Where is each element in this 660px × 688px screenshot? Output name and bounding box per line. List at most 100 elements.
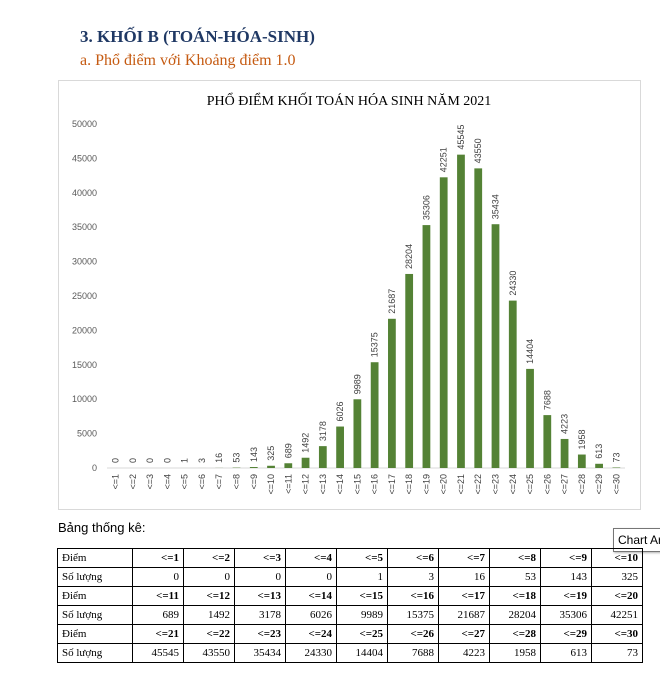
bar[interactable] [508,300,517,468]
x-tick-label: <=7 [214,474,224,490]
x-tick-label: <=11 [283,474,293,494]
table-cell-score: <=7 [438,548,490,568]
bar[interactable] [491,224,500,468]
bar[interactable] [422,225,431,468]
x-tick-label: <=24 [508,474,518,495]
y-tick-label: 5000 [77,429,97,439]
x-tick-label: <=3 [145,474,155,490]
x-tick-label: <=2 [128,474,138,490]
table-cell-count: 45545 [132,643,184,663]
bar-value-label: 53 [232,453,242,463]
bar-value-label: 42251 [439,147,449,172]
table-cell-score: <=21 [132,624,184,644]
x-tick-label: <=17 [387,474,397,495]
bar[interactable] [284,463,293,468]
bar-value-label: 325 [266,446,276,461]
stats-label: Bảng thống kê: [58,520,146,535]
table-row: Điểm <=21 <=22 <=23 <=24 <=25 <=26 <=27 <=28 <=29… [57,624,643,644]
x-tick-label: <=6 [197,474,207,490]
bar-value-label: 1958 [577,429,587,449]
bar[interactable] [474,168,483,468]
y-tick-label: 50000 [72,119,97,129]
y-tick-label: 10000 [72,394,97,404]
table-cell-count: 0 [285,567,337,587]
bar-value-label: 6026 [335,402,345,422]
y-tick-label: 25000 [72,291,97,301]
x-tick-label: <=22 [473,474,483,495]
y-tick-label: 40000 [72,188,97,198]
table-row: Số lượng 689 1492 3178 6026 9989 15375 21687 282… [57,605,643,625]
x-tick-label: <=15 [352,474,362,495]
table-cell-count: 53 [489,567,541,587]
bar[interactable] [336,426,344,468]
bar-value-label: 16 [214,453,224,463]
chart-area[interactable]: PHỔ ĐIỂM KHỐI TOÁN HÓA SINH NĂM 2021 0 50… [58,80,641,510]
bar-value-label: 45545 [456,125,466,150]
table-cell-score: <=6 [387,548,439,568]
bar[interactable] [301,457,310,468]
table-row: Điểm <=1 <=2 <=3 <=4 <=5 <=6 <=7 <=8 <=9 <=10 [57,548,643,568]
bar-value-label: 0 [128,458,138,463]
bar-value-label: 3 [197,458,207,463]
table-cell-count: 689 [132,605,184,625]
table-cell-count: 6026 [285,605,337,625]
x-tick-label: <=20 [439,474,449,495]
x-tick-label: <=21 [456,474,466,495]
bar[interactable] [388,318,396,468]
table-cell-score: <=2 [183,548,235,568]
score-distribution-chart: PHỔ ĐIỂM KHỐI TOÁN HÓA SINH NĂM 2021 0 50… [72,91,625,495]
table-cell-score: <=28 [489,624,541,644]
bar[interactable] [577,454,586,468]
bar-value-label: 3178 [318,421,328,441]
bar[interactable] [543,415,552,468]
x-tick-label: <=12 [301,474,311,495]
bar-value-label: 143 [249,447,259,462]
table-cell-score: <=1 [132,548,184,568]
bar[interactable] [560,438,569,468]
table-cell-score: <=29 [540,624,592,644]
bar[interactable] [439,177,448,468]
table-row: Số lượng 45545 43550 35434 24330 14404 7688 422… [57,643,643,663]
bar-value-label: 21687 [387,289,397,314]
x-tick-label: <=5 [180,474,190,490]
table-cell-count: 42251 [591,605,643,625]
table-cell-score: <=14 [285,586,337,606]
x-tick-label: <=1 [111,474,121,490]
bar[interactable] [595,463,603,468]
bar-value-label: 28204 [404,244,414,269]
table-cell-score: <=24 [285,624,337,644]
row-label: Điểm [57,586,133,606]
bar[interactable] [405,273,414,468]
table-row: Điểm <=11 <=12 <=13 <=14 <=15 <=16 <=17 <=18 <=19… [57,586,643,606]
bar-value-label: 15375 [370,332,380,357]
bar-value-label: 689 [283,443,293,458]
bar[interactable] [370,362,379,468]
bar[interactable] [267,465,275,468]
bar[interactable] [249,467,258,468]
bar[interactable] [526,368,534,468]
table-cell-count: 73 [591,643,643,663]
chart-title: PHỔ ĐIỂM KHỐI TOÁN HÓA SINH NĂM 2021 [207,91,492,109]
table-cell-score: <=27 [438,624,490,644]
table-cell-score: <=22 [183,624,235,644]
table-cell-score: <=9 [540,548,592,568]
stats-table: Điểm <=1 <=2 <=3 <=4 <=5 <=6 <=7 <=8 <=9 <=10 Số lư… [57,548,643,663]
table-cell-count: 4223 [438,643,490,663]
section-heading: 3. KHỐI B (TOÁN-HÓA-SINH) [80,27,315,46]
table-cell-score: <=25 [336,624,388,644]
bar-value-label: 0 [162,458,172,463]
bar[interactable] [457,154,465,468]
bar-value-label: 0 [111,458,121,463]
table-cell-score: <=3 [234,548,286,568]
x-tick-label: <=30 [611,474,621,495]
table-cell-score: <=18 [489,586,541,606]
y-tick-label: 45000 [72,153,97,163]
bar[interactable] [318,446,327,468]
table-cell-count: 1958 [489,643,541,663]
x-tick-label: <=9 [249,474,259,490]
table-cell-count: 35434 [234,643,286,663]
bar[interactable] [353,399,362,468]
bar[interactable] [612,467,621,468]
y-tick-label: 35000 [72,222,97,232]
bar-value-label: 35306 [421,195,431,220]
